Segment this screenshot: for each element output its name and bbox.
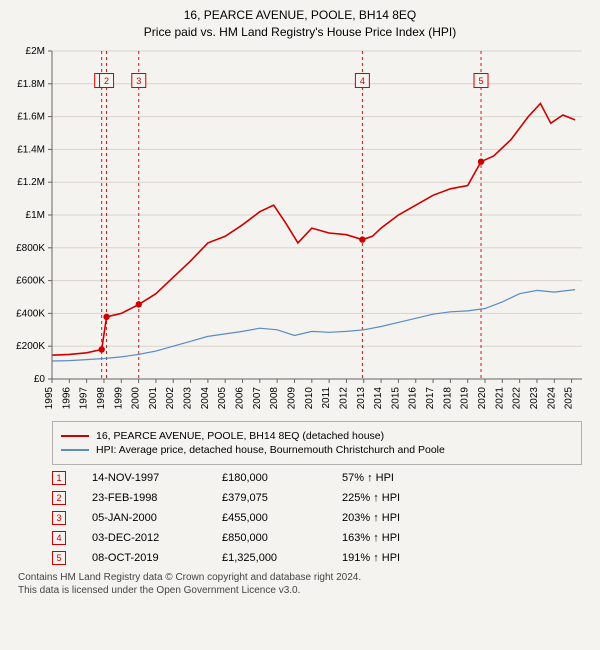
svg-text:2005: 2005 (217, 387, 228, 410)
transaction-date: 23-FEB-1998 (92, 492, 222, 504)
svg-text:3: 3 (136, 76, 141, 86)
transaction-badge: 2 (52, 491, 66, 505)
svg-text:2009: 2009 (286, 387, 297, 410)
svg-text:2: 2 (104, 76, 109, 86)
svg-text:1998: 1998 (96, 387, 107, 410)
title-address: 16, PEARCE AVENUE, POOLE, BH14 8EQ (8, 8, 592, 22)
transaction-badge: 5 (52, 551, 66, 565)
svg-text:2024: 2024 (546, 387, 557, 410)
transaction-pct: 57% ↑ HPI (342, 472, 462, 484)
transactions-table: 1 14-NOV-1997£180,00057% ↑ HPI 2 23-FEB-199… (52, 471, 582, 565)
transaction-badge: 4 (52, 531, 66, 545)
transaction-row: 2 23-FEB-1998£379,075225% ↑ HPI (52, 491, 582, 505)
transaction-row: 4 03-DEC-2012£850,000163% ↑ HPI (52, 531, 582, 545)
svg-text:2018: 2018 (442, 387, 453, 410)
transaction-pct: 203% ↑ HPI (342, 512, 462, 524)
svg-text:2021: 2021 (494, 387, 505, 410)
footer-line2: This data is licensed under the Open Gov… (18, 584, 582, 597)
transaction-pct: 163% ↑ HPI (342, 532, 462, 544)
svg-text:2002: 2002 (165, 387, 176, 410)
legend-item-property: 16, PEARCE AVENUE, POOLE, BH14 8EQ (deta… (61, 430, 573, 442)
svg-text:2001: 2001 (148, 387, 159, 410)
transaction-price: £379,075 (222, 492, 342, 504)
transaction-row: 1 14-NOV-1997£180,00057% ↑ HPI (52, 471, 582, 485)
svg-text:£1.4M: £1.4M (17, 144, 45, 155)
svg-text:2014: 2014 (373, 387, 384, 410)
svg-text:£400K: £400K (16, 308, 45, 319)
title-block: 16, PEARCE AVENUE, POOLE, BH14 8EQ Price… (8, 8, 592, 39)
svg-text:2017: 2017 (425, 387, 436, 410)
svg-text:2020: 2020 (477, 387, 488, 410)
svg-text:2022: 2022 (512, 387, 523, 410)
title-subtitle: Price paid vs. HM Land Registry's House … (8, 25, 592, 39)
price-chart-svg: £0 £200K £400K £600K £800K £1M £1.2M £1.4M £1.6M… (8, 45, 592, 415)
svg-text:£600K: £600K (16, 276, 45, 287)
svg-text:£1M: £1M (26, 210, 45, 221)
svg-text:2000: 2000 (131, 387, 142, 410)
transaction-price: £455,000 (222, 512, 342, 524)
legend-label-hpi: HPI: Average price, detached house, Bour… (96, 444, 445, 456)
transaction-date: 14-NOV-1997 (92, 472, 222, 484)
svg-text:2011: 2011 (321, 387, 332, 409)
svg-text:2013: 2013 (356, 387, 367, 410)
transaction-date: 05-JAN-2000 (92, 512, 222, 524)
transaction-price: £1,325,000 (222, 552, 342, 564)
svg-text:£200K: £200K (16, 341, 45, 352)
svg-text:2015: 2015 (390, 387, 401, 410)
svg-text:2007: 2007 (252, 387, 263, 410)
transaction-pct: 191% ↑ HPI (342, 552, 462, 564)
svg-text:2012: 2012 (338, 387, 349, 410)
transaction-badge: 1 (52, 471, 66, 485)
svg-text:1997: 1997 (79, 387, 90, 410)
legend-box: 16, PEARCE AVENUE, POOLE, BH14 8EQ (deta… (52, 421, 582, 465)
transaction-row: 5 08-OCT-2019£1,325,000191% ↑ HPI (52, 551, 582, 565)
svg-text:4: 4 (360, 76, 365, 86)
legend-label-property: 16, PEARCE AVENUE, POOLE, BH14 8EQ (deta… (96, 430, 384, 442)
svg-text:1995: 1995 (44, 387, 55, 410)
svg-text:2023: 2023 (529, 387, 540, 410)
transaction-price: £180,000 (222, 472, 342, 484)
svg-text:£0: £0 (34, 374, 46, 385)
svg-text:£800K: £800K (16, 243, 45, 254)
svg-text:2006: 2006 (235, 387, 246, 410)
transaction-row: 3 05-JAN-2000£455,000203% ↑ HPI (52, 511, 582, 525)
svg-text:2003: 2003 (183, 387, 194, 410)
svg-text:2010: 2010 (304, 387, 315, 410)
svg-text:2016: 2016 (408, 387, 419, 410)
svg-text:£1.8M: £1.8M (17, 79, 45, 90)
svg-text:1996: 1996 (61, 387, 72, 410)
legend-item-hpi: HPI: Average price, detached house, Bour… (61, 444, 573, 456)
svg-text:£2M: £2M (26, 46, 45, 57)
transaction-date: 03-DEC-2012 (92, 532, 222, 544)
chart-container: 16, PEARCE AVENUE, POOLE, BH14 8EQ Price… (0, 0, 600, 650)
svg-text:1999: 1999 (113, 387, 124, 410)
svg-text:£1.6M: £1.6M (17, 112, 45, 123)
svg-text:5: 5 (479, 76, 484, 86)
footer-line1: Contains HM Land Registry data © Crown c… (18, 571, 582, 584)
legend-swatch-hpi (61, 449, 89, 451)
svg-text:2019: 2019 (460, 387, 471, 410)
transaction-pct: 225% ↑ HPI (342, 492, 462, 504)
footer: Contains HM Land Registry data © Crown c… (18, 571, 582, 597)
legend-swatch-property (61, 435, 89, 437)
transaction-badge: 3 (52, 511, 66, 525)
chart-area: £0 £200K £400K £600K £800K £1M £1.2M £1.4M £1.6M… (8, 45, 592, 415)
svg-text:2025: 2025 (564, 387, 575, 410)
transaction-date: 08-OCT-2019 (92, 552, 222, 564)
svg-text:£1.2M: £1.2M (17, 177, 45, 188)
svg-text:2008: 2008 (269, 387, 280, 410)
svg-text:2004: 2004 (200, 387, 211, 410)
transaction-price: £850,000 (222, 532, 342, 544)
